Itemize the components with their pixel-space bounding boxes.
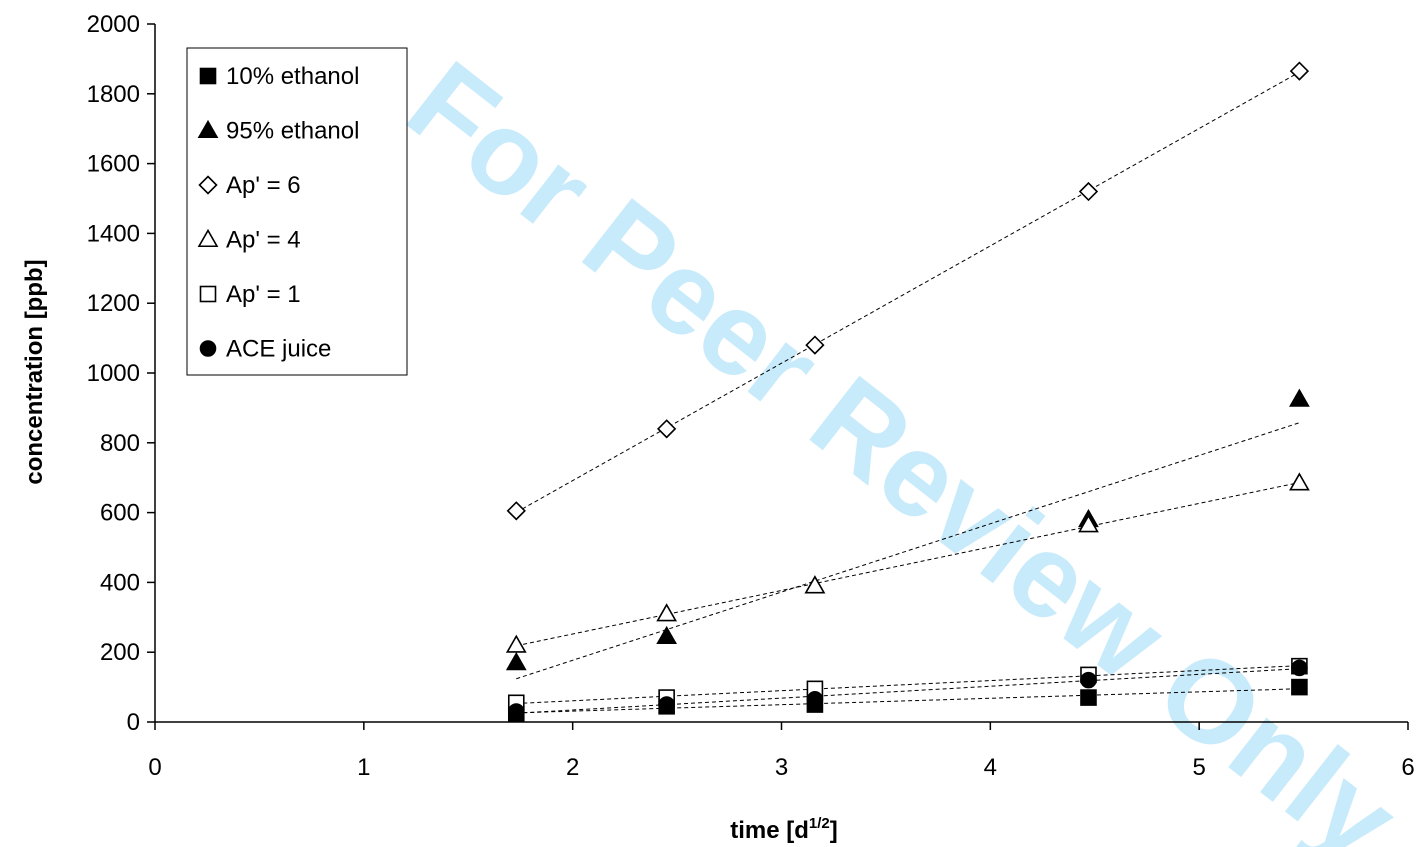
y-axis-title: concentration [ppb] bbox=[21, 259, 48, 484]
data-point bbox=[505, 652, 527, 671]
legend-box bbox=[186, 47, 408, 376]
y-tick-label: 400 bbox=[100, 569, 140, 596]
axes: 0 200 400 600 800 1000 1200 1400 1600 1800 2000 0 1 2… bbox=[87, 11, 1415, 781]
y-tick-label: 1400 bbox=[87, 220, 140, 247]
data-point bbox=[506, 501, 526, 521]
data-point bbox=[806, 691, 824, 708]
legend-marker bbox=[197, 228, 219, 248]
data-point bbox=[505, 634, 527, 653]
data-point bbox=[804, 575, 826, 594]
x-tick-label: 2 bbox=[566, 754, 579, 781]
trendlines bbox=[516, 71, 1300, 714]
data-point bbox=[1078, 181, 1099, 202]
legend-label: Ap' = 6 bbox=[226, 172, 301, 199]
data-markers bbox=[505, 61, 1310, 722]
legend-label: ACE juice bbox=[226, 336, 331, 363]
legend-marker bbox=[199, 340, 217, 357]
y-tick-label: 1200 bbox=[87, 290, 140, 317]
x-tick-label: 4 bbox=[984, 754, 997, 781]
data-point bbox=[1289, 61, 1310, 81]
data-point bbox=[1291, 659, 1308, 677]
legend-label: 10% ethanol bbox=[226, 63, 359, 90]
legend-marker bbox=[198, 175, 218, 195]
x-axis-title-superscript: 1/2 bbox=[809, 815, 830, 832]
legend-marker bbox=[197, 119, 219, 139]
data-point bbox=[1078, 514, 1099, 533]
legend-label: 95% ethanol bbox=[226, 118, 359, 145]
trendline bbox=[516, 668, 1300, 714]
y-tick-label: 0 bbox=[127, 709, 140, 736]
data-point bbox=[658, 696, 675, 713]
data-point bbox=[1080, 671, 1097, 689]
data-point bbox=[656, 625, 678, 645]
x-axis-title: time [d1/2] bbox=[730, 815, 838, 844]
data-point bbox=[1289, 388, 1310, 407]
trendline bbox=[516, 422, 1300, 680]
y-tick-label: 800 bbox=[100, 430, 140, 457]
trendline bbox=[516, 688, 1300, 714]
data-point bbox=[1080, 689, 1097, 706]
data-point bbox=[657, 419, 677, 439]
legend-marker bbox=[199, 285, 217, 303]
data-point bbox=[507, 703, 525, 720]
trendline bbox=[516, 482, 1300, 647]
data-point bbox=[1289, 472, 1310, 491]
y-tick-label: 200 bbox=[100, 639, 140, 666]
y-tick-label: 1000 bbox=[87, 360, 140, 387]
data-point bbox=[656, 603, 678, 622]
trendline bbox=[516, 665, 1300, 704]
x-axis-title-end: ] bbox=[830, 817, 838, 844]
watermark: For Peer Review Only bbox=[384, 36, 1419, 847]
x-axis-title-main: time [d bbox=[730, 817, 809, 844]
y-tick-label: 2000 bbox=[87, 11, 140, 38]
legend-label: Ap' = 1 bbox=[226, 281, 301, 308]
y-tick-label: 1600 bbox=[87, 151, 140, 178]
legend-marker bbox=[199, 67, 217, 85]
y-tick-label: 600 bbox=[100, 500, 140, 527]
legend: 10% ethanol 95% ethanol Ap' = 6 Ap' = 4 Ap' … bbox=[186, 47, 408, 376]
data-point bbox=[805, 335, 825, 355]
y-tick-label: 1800 bbox=[87, 81, 140, 108]
data-point bbox=[1291, 678, 1308, 696]
x-tick-label: 6 bbox=[1401, 754, 1414, 781]
x-tick-label: 5 bbox=[1192, 754, 1205, 781]
x-tick-label: 3 bbox=[775, 754, 788, 781]
x-tick-label: 1 bbox=[357, 754, 370, 781]
x-tick-label: 0 bbox=[148, 754, 161, 781]
legend-label: Ap' = 4 bbox=[226, 227, 301, 254]
trendline bbox=[516, 71, 1300, 513]
